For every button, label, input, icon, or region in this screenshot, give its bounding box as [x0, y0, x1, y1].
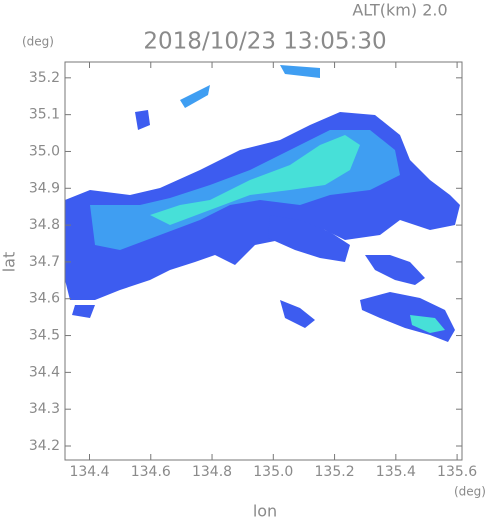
- x-tick-label: 134.4: [69, 464, 109, 480]
- x-tick-label: 135.0: [253, 464, 293, 480]
- echo-area: [135, 110, 150, 130]
- x-axis-label: lon: [253, 502, 277, 521]
- x-tick-label: 135.2: [315, 464, 355, 480]
- echo-area: [180, 85, 210, 108]
- altitude-label: ALT(km) 2.0: [352, 1, 447, 20]
- y-tick-label: 34.9: [29, 180, 60, 196]
- echo-area: [280, 300, 315, 328]
- map-title: 2018/10/23 13:05:30: [143, 29, 386, 55]
- x-tick-label: 134.8: [192, 464, 232, 480]
- y-tick-label: 34.3: [29, 401, 60, 417]
- x-tick-label: 135.6: [437, 464, 477, 480]
- y-tick-label: 35.2: [29, 70, 60, 86]
- x-unit: (deg): [454, 485, 486, 499]
- y-unit: (deg): [22, 35, 54, 49]
- y-tick-label: 34.4: [29, 364, 60, 380]
- echo-area: [360, 292, 455, 342]
- y-tick-label: 34.8: [29, 217, 60, 233]
- echo-area: [365, 255, 425, 285]
- y-tick-label: 34.2: [29, 438, 60, 454]
- echo-area: [268, 215, 350, 262]
- echo-area: [280, 65, 320, 78]
- plot-frame: [64, 61, 463, 461]
- echo-area: [410, 315, 445, 333]
- y-tick-label: 35.1: [29, 107, 60, 123]
- echo-area: [150, 135, 360, 225]
- echo-area: [72, 305, 95, 318]
- y-tick-label: 34.7: [29, 254, 60, 270]
- y-tick-label: 35.0: [29, 143, 60, 159]
- x-tick-label: 134.6: [131, 464, 171, 480]
- y-tick-label: 34.5: [29, 328, 60, 344]
- y-tick-label: 34.6: [29, 291, 60, 307]
- y-axis-label: lat: [0, 252, 19, 273]
- x-tick-label: 135.4: [376, 464, 416, 480]
- radar-echoes: [65, 65, 460, 342]
